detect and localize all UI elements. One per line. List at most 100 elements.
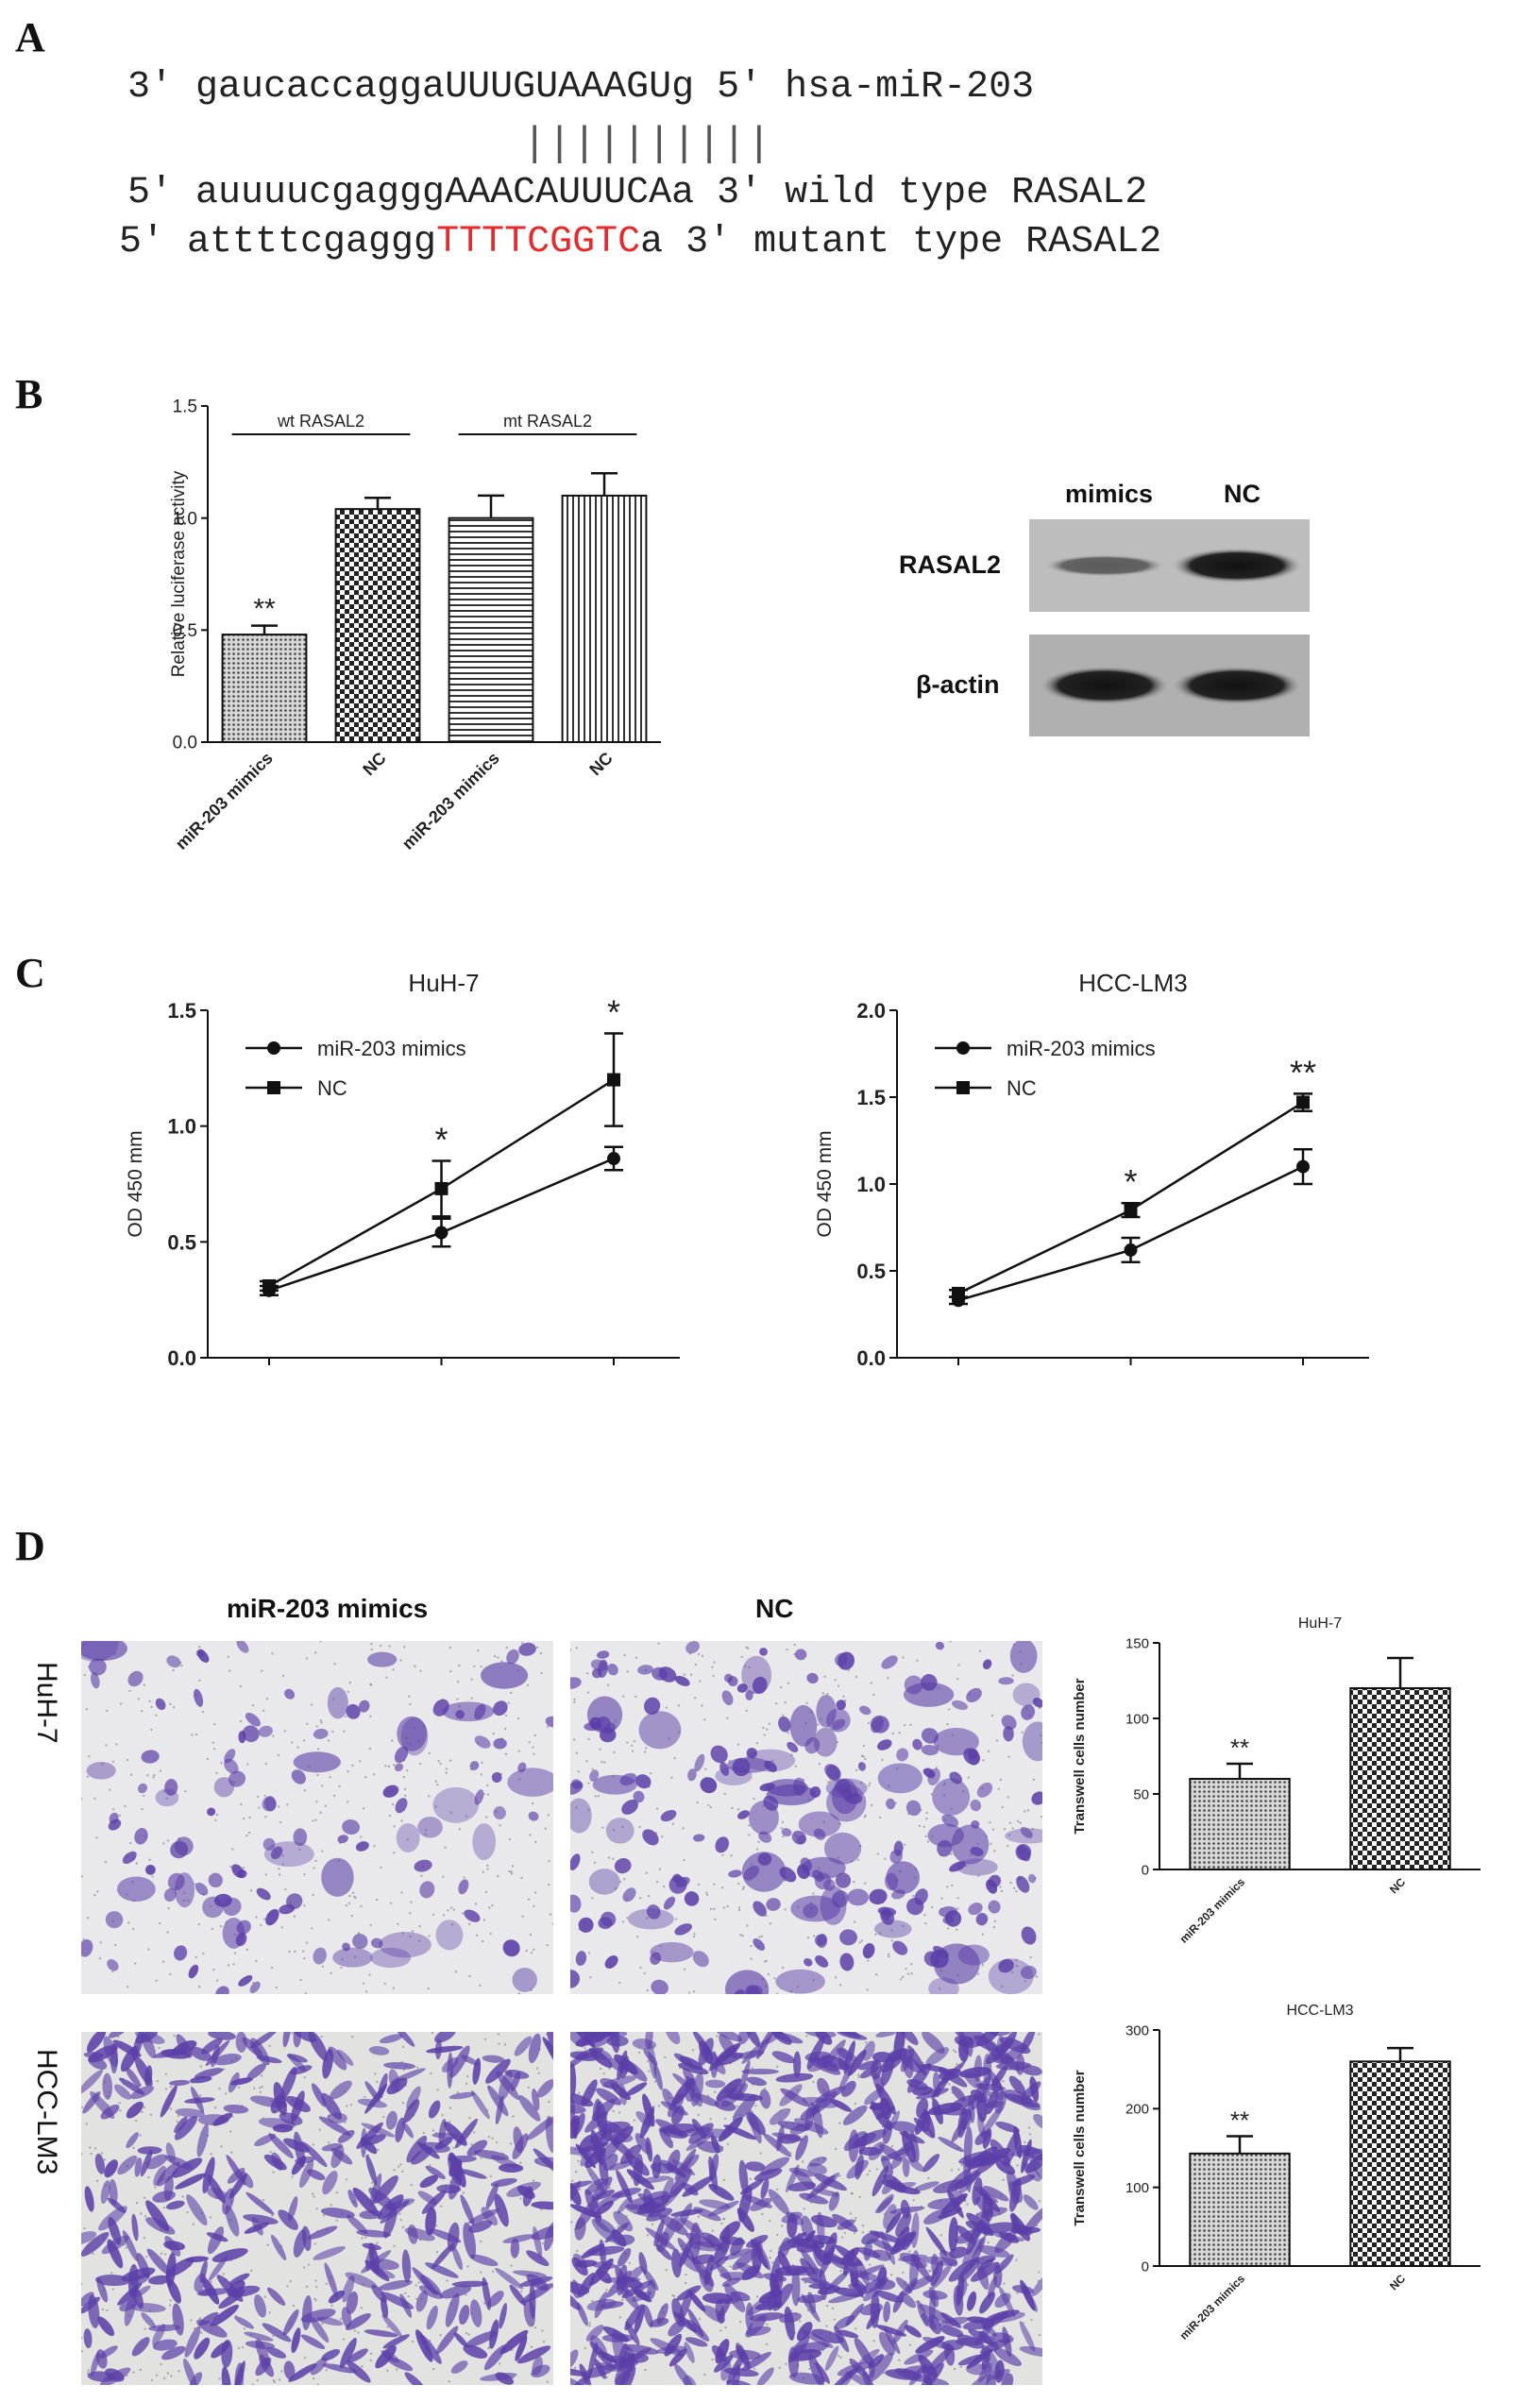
data-point <box>1124 1203 1138 1217</box>
pore <box>109 1788 111 1791</box>
pore <box>81 2282 83 2286</box>
pore <box>950 1884 954 1887</box>
cell-cluster <box>933 1943 980 1985</box>
stained-cell <box>401 2122 414 2139</box>
pore <box>890 1929 893 1932</box>
pore <box>318 2128 322 2131</box>
pore <box>861 2224 865 2227</box>
stained-cell <box>842 2105 868 2125</box>
pore <box>782 1714 785 1717</box>
pore <box>766 1728 769 1731</box>
pore <box>628 2261 632 2264</box>
pore <box>442 1914 446 1917</box>
pore <box>273 2380 276 2383</box>
pore <box>780 1827 784 1830</box>
pore <box>386 2369 389 2373</box>
pore <box>229 2151 233 2154</box>
pore <box>425 1828 428 1832</box>
pore <box>608 2067 611 2070</box>
stained-cell <box>756 2367 774 2385</box>
stained-cell <box>415 2291 429 2312</box>
pore <box>527 2086 531 2089</box>
pore <box>533 1904 535 1908</box>
pore <box>546 1725 550 1729</box>
pore <box>978 1649 982 1653</box>
stained-cell <box>979 2292 995 2314</box>
pore <box>851 2191 854 2195</box>
stained-cell <box>256 2055 282 2064</box>
pore <box>462 2191 465 2194</box>
pore <box>211 1927 214 1930</box>
pore <box>857 2073 860 2076</box>
pore <box>388 1645 391 1648</box>
stained-cell <box>928 2287 939 2308</box>
stained-cell <box>618 2247 632 2267</box>
pore <box>392 1987 396 1989</box>
pore <box>406 1838 409 1841</box>
stained-cell <box>710 1745 728 1764</box>
pore <box>897 2359 901 2361</box>
pore <box>198 2317 202 2320</box>
pore <box>674 1918 678 1920</box>
stained-cell <box>271 2152 283 2171</box>
stained-cell <box>358 1700 370 1713</box>
pore <box>533 1948 535 1952</box>
pore <box>517 1992 520 1994</box>
stained-cell <box>966 2363 992 2376</box>
pore <box>215 1979 219 1982</box>
stained-cell <box>685 2337 708 2347</box>
pore <box>781 1820 785 1824</box>
pore <box>534 1840 537 1844</box>
stained-cell <box>174 2116 188 2134</box>
pore <box>275 1987 278 1989</box>
stained-cell <box>684 2342 695 2363</box>
stained-cell <box>579 2363 592 2385</box>
pore <box>110 2272 113 2275</box>
pore <box>480 2157 482 2159</box>
stained-cell <box>804 1957 813 1967</box>
stained-cell <box>195 1649 206 1657</box>
stained-cell <box>176 2034 193 2058</box>
pore <box>148 1858 151 1861</box>
pore <box>677 1704 681 1707</box>
pore <box>392 1668 395 1671</box>
stained-cell <box>482 2055 505 2063</box>
pore <box>330 2304 333 2308</box>
stained-cell <box>835 1872 852 1888</box>
pore <box>853 2232 856 2235</box>
stained-cell <box>621 1800 638 1815</box>
stained-cell <box>379 2279 413 2291</box>
stained-cell <box>122 1851 137 1865</box>
stained-cell <box>845 2371 878 2385</box>
pore <box>737 1906 741 1909</box>
stained-cell <box>249 1981 261 1994</box>
pore <box>198 1679 201 1683</box>
pore <box>401 2045 405 2049</box>
pore <box>1011 1827 1014 1830</box>
stained-cell <box>234 2316 254 2329</box>
pore <box>614 1886 618 1890</box>
stained-cell <box>922 2207 951 2224</box>
stained-cell <box>939 2250 958 2267</box>
pore <box>621 1920 625 1923</box>
mirna-sequence: 3' gaucaccaggaUUUGUAAAGUg 5' hsa-miR-203 <box>127 66 1034 109</box>
chart-title: HuH-7 <box>1298 1615 1342 1632</box>
pore <box>446 2279 448 2282</box>
blot-band <box>1171 548 1303 584</box>
pore <box>495 2140 499 2144</box>
pore <box>623 1653 626 1657</box>
pore <box>465 2331 468 2335</box>
pore <box>902 2271 905 2275</box>
stained-cell <box>841 2080 856 2097</box>
micro-col-nc: NC <box>755 1594 794 1623</box>
pore <box>263 1794 267 1798</box>
pore <box>723 1792 727 1796</box>
pore <box>229 1865 232 1869</box>
stained-cell <box>441 2056 459 2072</box>
stained-cell <box>910 2212 920 2248</box>
stained-cell <box>184 2326 201 2358</box>
stained-cell <box>270 1846 283 1860</box>
stained-cell <box>1007 2171 1023 2204</box>
pore <box>712 1674 715 1677</box>
stained-cell <box>570 2051 599 2061</box>
